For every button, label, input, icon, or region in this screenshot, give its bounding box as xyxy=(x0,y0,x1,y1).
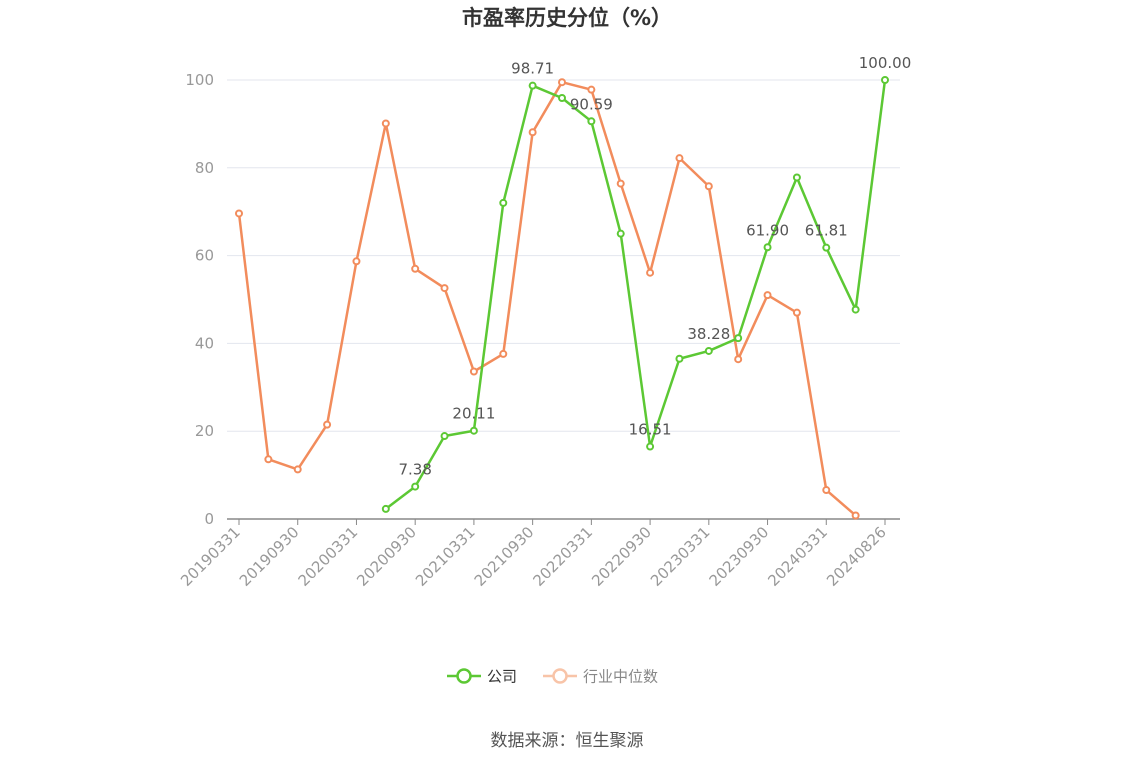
data-point[interactable] xyxy=(499,198,508,207)
y-tick-label: 20 xyxy=(195,422,214,440)
data-point[interactable] xyxy=(440,284,449,293)
data-label: 38.28 xyxy=(687,325,730,343)
axes: 0 20 40 60 80 100 2019033120190930202003312020… xyxy=(177,71,900,590)
data-point[interactable] xyxy=(264,455,273,464)
x-tick-label: 20210930 xyxy=(471,523,538,590)
x-tick-label: 20240826 xyxy=(823,523,890,590)
data-point[interactable] xyxy=(763,291,772,300)
data-label: 61.81 xyxy=(805,222,848,240)
legend-marker-icon xyxy=(456,668,472,684)
data-point[interactable] xyxy=(469,426,478,435)
y-tick-label: 60 xyxy=(195,247,214,265)
y-tick-label: 0 xyxy=(204,510,214,528)
data-point[interactable] xyxy=(734,355,743,364)
y-tick-label: 80 xyxy=(195,159,214,177)
x-tick-label: 20230331 xyxy=(647,523,714,590)
legend-item-company[interactable]: 公司 xyxy=(447,668,517,686)
data-point[interactable] xyxy=(851,305,860,314)
data-point[interactable] xyxy=(734,334,743,343)
data-point[interactable] xyxy=(792,308,801,317)
series xyxy=(235,76,889,520)
data-label: 16.51 xyxy=(629,421,672,439)
legend-marker-icon xyxy=(552,668,568,684)
legend-item-industry-median[interactable]: 行业中位数 xyxy=(543,668,658,686)
x-tick-label: 20210331 xyxy=(412,523,479,590)
data-point[interactable] xyxy=(675,354,684,363)
data-point[interactable] xyxy=(528,128,537,137)
data-point[interactable] xyxy=(616,229,625,238)
data-point[interactable] xyxy=(792,173,801,182)
data-point[interactable] xyxy=(558,93,566,102)
data-point[interactable] xyxy=(499,349,508,358)
x-tick-label: 20240331 xyxy=(764,523,831,590)
legend-label: 行业中位数 xyxy=(583,668,658,686)
x-tick-label: 20190331 xyxy=(177,523,244,590)
data-point[interactable] xyxy=(616,179,625,188)
data-point[interactable] xyxy=(822,243,831,252)
series-line-industry-median xyxy=(237,80,857,517)
data-point[interactable] xyxy=(381,119,390,128)
data-point[interactable] xyxy=(235,209,243,218)
data-point[interactable] xyxy=(440,432,449,441)
y-tick-label: 40 xyxy=(195,334,214,352)
data-point[interactable] xyxy=(469,367,478,376)
data-label: 7.38 xyxy=(398,461,431,479)
data-point[interactable] xyxy=(675,154,684,163)
x-tick-label: 20190930 xyxy=(236,523,303,590)
data-point[interactable] xyxy=(411,264,420,273)
legend[interactable]: 公司 行业中位数 xyxy=(447,668,658,686)
source-text: 数据来源：恒生聚源 xyxy=(491,731,644,751)
data-label: 90.59 xyxy=(570,95,613,113)
data-point[interactable] xyxy=(587,85,596,94)
data-label: 61.90 xyxy=(746,221,789,239)
data-point[interactable] xyxy=(704,346,713,355)
data-label: 20.11 xyxy=(452,405,495,423)
data-point[interactable] xyxy=(528,81,537,90)
data-point[interactable] xyxy=(704,182,713,191)
data-point[interactable] xyxy=(323,420,332,429)
legend-label: 公司 xyxy=(487,668,517,686)
chart-title: 市盈率历史分位（%） xyxy=(462,6,672,30)
data-labels: 7.38 20.11 98.71 90.59 16.51 38.28 61.90 61.81 1… xyxy=(398,54,911,479)
data-label: 100.00 xyxy=(859,54,912,72)
grid xyxy=(227,79,900,432)
y-tick-label: 100 xyxy=(185,71,214,89)
x-tick-label: 20230930 xyxy=(706,523,773,590)
data-point[interactable] xyxy=(646,268,655,277)
x-tick-label: 20220331 xyxy=(529,523,596,590)
x-tick-label: 20220930 xyxy=(588,523,655,590)
data-point[interactable] xyxy=(558,78,566,87)
data-point[interactable] xyxy=(587,117,596,126)
x-tick-label: 20200331 xyxy=(295,523,362,590)
data-point[interactable] xyxy=(293,465,302,474)
data-point[interactable] xyxy=(352,257,361,266)
data-point[interactable] xyxy=(646,442,655,451)
x-tick-label: 20200930 xyxy=(353,523,420,590)
data-point[interactable] xyxy=(763,243,772,252)
data-point[interactable] xyxy=(851,511,860,520)
data-point[interactable] xyxy=(822,486,831,495)
data-point[interactable] xyxy=(381,504,390,513)
series-line-company xyxy=(385,79,887,510)
data-label: 98.71 xyxy=(511,60,554,78)
data-point[interactable] xyxy=(411,482,420,491)
data-point[interactable] xyxy=(881,76,889,84)
